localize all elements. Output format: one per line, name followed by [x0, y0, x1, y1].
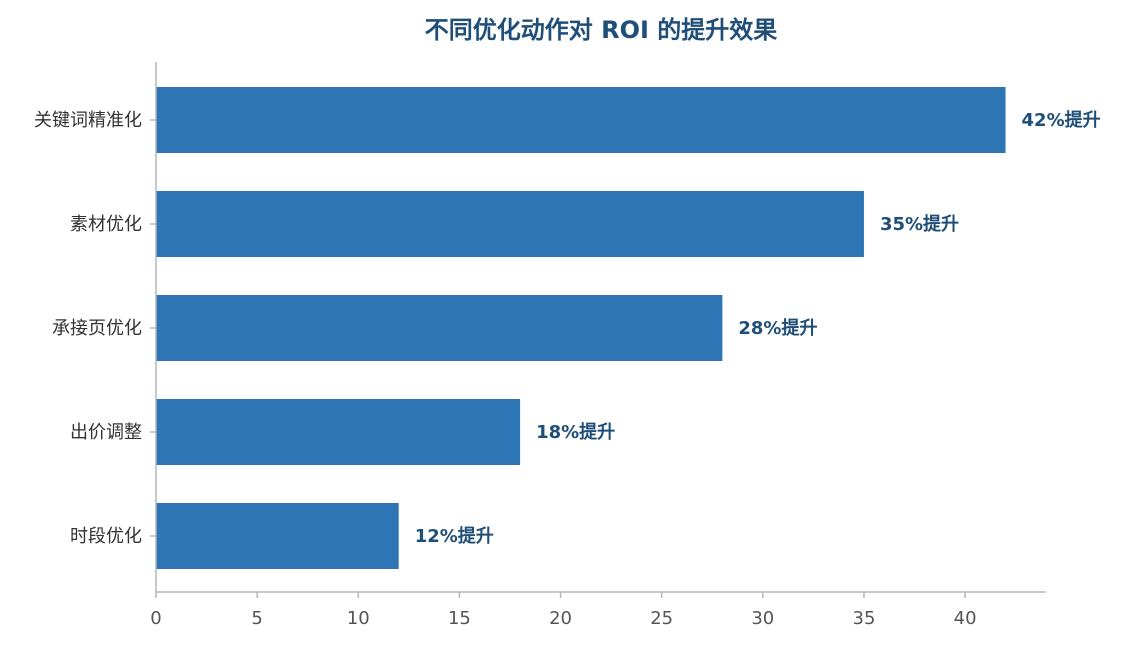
bar-3 — [156, 295, 723, 361]
category-label-3: 承接页优化 — [52, 318, 142, 339]
bar-1 — [156, 87, 1006, 153]
x-tick-label-4: 20 — [549, 608, 572, 629]
chart-title: 不同优化动作对 ROI 的提升效果 — [425, 16, 778, 44]
x-tick-label-1: 5 — [251, 608, 262, 629]
data-label-4: 18%提升 — [536, 421, 615, 443]
axes-layer: 0 5 10 15 20 25 30 35 40 — [150, 62, 1046, 629]
data-label-1: 42%提升 — [1022, 109, 1101, 131]
x-tick-label-5: 25 — [650, 608, 673, 629]
category-label-4: 出价调整 — [70, 422, 142, 443]
category-label-1: 关键词精准化 — [34, 110, 142, 131]
x-tick-label-3: 15 — [448, 608, 471, 629]
bar-5 — [156, 503, 399, 569]
category-label-5: 时段优化 — [70, 526, 142, 547]
data-label-3: 28%提升 — [738, 317, 817, 339]
x-tick-label-0: 0 — [150, 608, 161, 629]
category-label-2: 素材优化 — [70, 214, 142, 235]
x-tick-label-6: 30 — [751, 608, 774, 629]
bar-4 — [156, 399, 521, 465]
bar-2 — [156, 191, 864, 257]
data-label-5: 12%提升 — [415, 525, 494, 547]
x-tick-label-2: 10 — [347, 608, 370, 629]
data-label-2: 35%提升 — [880, 213, 959, 235]
bars-layer — [156, 87, 1006, 569]
x-tick-label-7: 35 — [853, 608, 876, 629]
x-tick-label-8: 40 — [954, 608, 977, 629]
